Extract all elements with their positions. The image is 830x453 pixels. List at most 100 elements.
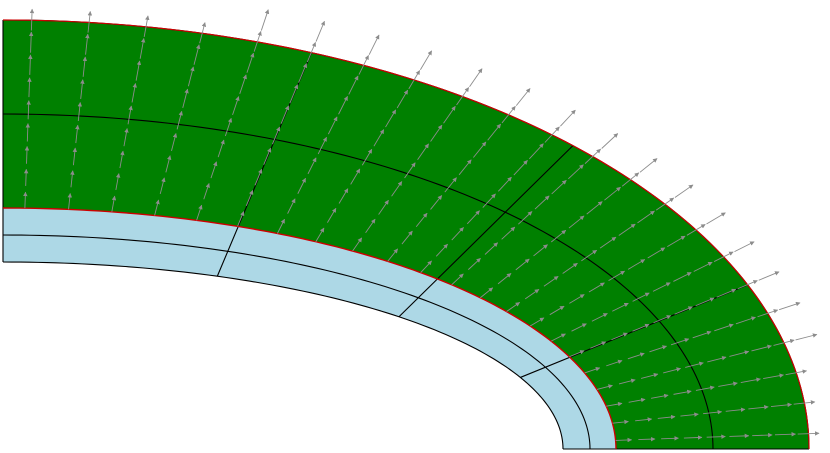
vector-arrow xyxy=(154,199,160,216)
vector-arrow xyxy=(533,244,548,257)
vector-arrow xyxy=(763,373,784,380)
vector-arrow xyxy=(237,211,245,227)
vector-arrow xyxy=(408,70,421,90)
vector-arrow xyxy=(667,235,686,248)
vector-arrow xyxy=(115,173,121,191)
vector-arrow xyxy=(560,109,576,127)
vector-arrow xyxy=(606,359,623,367)
vector-arrow xyxy=(695,385,715,391)
vector-arrow xyxy=(484,242,499,255)
vector-arrow xyxy=(417,143,429,161)
vector-arrow xyxy=(673,272,692,282)
vector-arrow xyxy=(127,105,133,125)
vector-arrow xyxy=(482,193,496,208)
vector-arrow xyxy=(621,172,640,187)
vector-arrow xyxy=(534,195,550,210)
vector-arrow xyxy=(611,332,628,341)
vector-arrow xyxy=(298,63,308,83)
vector-arrow xyxy=(435,243,448,257)
vector-arrow xyxy=(673,389,692,395)
vector-arrow xyxy=(627,352,645,360)
vector-arrow xyxy=(599,236,617,249)
vector-arrow xyxy=(352,237,363,252)
vector-arrow xyxy=(373,129,385,147)
vector-arrow xyxy=(785,369,808,376)
vector-arrow xyxy=(670,338,690,346)
vector-arrow xyxy=(615,437,633,443)
vector-arrow xyxy=(70,170,75,188)
vector-arrow xyxy=(385,109,397,128)
vector-arrow xyxy=(199,22,207,44)
vector-arrow xyxy=(618,223,636,236)
vector-arrow xyxy=(714,323,734,332)
vector-arrow xyxy=(562,262,578,274)
vector-arrow xyxy=(604,186,621,201)
vector-arrow xyxy=(260,9,270,31)
vector-arrow xyxy=(27,77,32,98)
vector-arrow xyxy=(751,344,772,352)
vector-arrow xyxy=(735,316,756,325)
vector-arrow xyxy=(196,204,203,221)
vector-arrow xyxy=(466,210,480,225)
vector-arrow xyxy=(773,338,795,346)
vector-arrow xyxy=(28,54,33,75)
inner-layer-region xyxy=(3,208,616,449)
vector-arrow xyxy=(638,436,656,442)
vector-arrow xyxy=(748,405,769,410)
vector-arrow xyxy=(568,164,584,180)
vector-arrow xyxy=(795,333,818,341)
vector-arrow xyxy=(25,123,31,142)
material-interface xyxy=(2,19,810,450)
vector-arrow xyxy=(674,184,694,198)
vector-arrow xyxy=(203,183,210,200)
vector-arrow xyxy=(506,302,521,312)
vector-arrow xyxy=(487,123,502,141)
vector-arrow xyxy=(165,155,172,173)
vector-arrow xyxy=(543,275,559,287)
vector-arrow xyxy=(420,260,432,273)
vector-arrow xyxy=(26,100,31,120)
vector-arrow xyxy=(586,201,603,215)
vector-arrow xyxy=(693,261,713,272)
vector-arrow xyxy=(618,378,636,385)
vector-arrow xyxy=(77,101,83,122)
vector-arrow xyxy=(778,301,801,311)
vector-arrow xyxy=(758,271,780,281)
vector-arrow xyxy=(210,161,218,179)
vector-arrow xyxy=(518,211,533,225)
vector-arrow xyxy=(692,330,712,339)
vector-arrow xyxy=(391,181,403,197)
vector-arrow xyxy=(217,139,225,158)
vector-arrow xyxy=(348,75,359,95)
vector-arrow xyxy=(289,84,299,104)
vector-arrow xyxy=(246,52,255,73)
vector-arrow xyxy=(632,323,650,332)
vector-arrow xyxy=(187,66,195,87)
vector-arrow xyxy=(729,433,750,439)
vector-arrow xyxy=(87,10,93,33)
vector-arrow xyxy=(315,227,325,242)
vector-arrow xyxy=(568,215,585,229)
vector-arrow xyxy=(456,87,470,106)
mesh-radial-line xyxy=(398,145,574,318)
vector-arrow xyxy=(404,162,416,179)
vector-arrow xyxy=(224,117,233,137)
vector-arrow xyxy=(608,270,625,282)
vector-arrow xyxy=(584,366,601,374)
vector-arrow xyxy=(306,41,317,63)
vector-arrow xyxy=(757,309,779,318)
vector-arrow xyxy=(581,249,598,262)
vector-arrow xyxy=(501,105,516,124)
vector-arrow xyxy=(683,435,703,440)
vector-arrow xyxy=(591,313,608,322)
vector-arrow xyxy=(327,207,337,223)
vector-arrow xyxy=(182,88,189,108)
vector-arrow xyxy=(139,37,146,59)
vector-arrow xyxy=(740,377,761,383)
vector-arrow xyxy=(680,412,699,417)
vector-arrow xyxy=(515,258,530,271)
vector-arrow xyxy=(287,198,296,214)
vector-arrow xyxy=(718,381,738,387)
vector-arrow xyxy=(473,141,487,158)
vector-arrow xyxy=(637,210,655,224)
